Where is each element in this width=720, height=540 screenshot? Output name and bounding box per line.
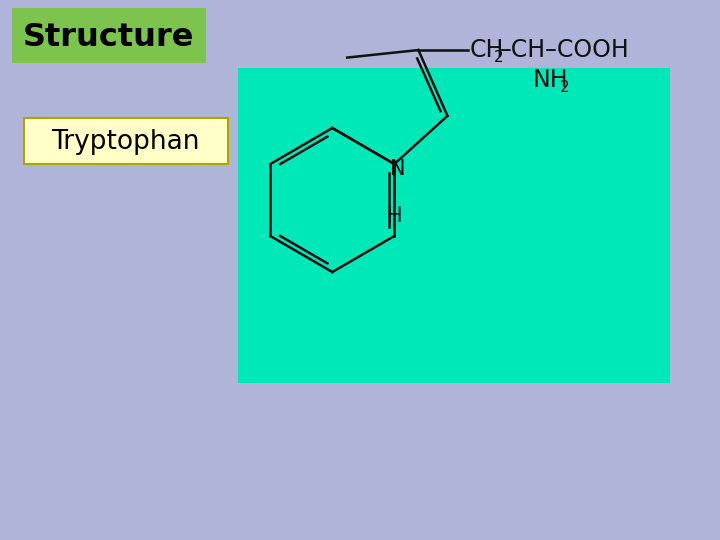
Text: Structure: Structure bbox=[23, 22, 194, 52]
Text: NH: NH bbox=[533, 68, 568, 92]
Text: 2: 2 bbox=[494, 50, 503, 65]
Text: 2: 2 bbox=[559, 79, 570, 94]
FancyBboxPatch shape bbox=[238, 68, 670, 383]
Text: CH: CH bbox=[470, 38, 505, 62]
Text: H: H bbox=[387, 206, 402, 226]
Text: Tryptophan: Tryptophan bbox=[51, 129, 200, 155]
FancyBboxPatch shape bbox=[12, 8, 206, 63]
Text: N: N bbox=[390, 159, 405, 179]
FancyBboxPatch shape bbox=[24, 118, 228, 164]
Text: –CH–COOH: –CH–COOH bbox=[500, 38, 630, 62]
